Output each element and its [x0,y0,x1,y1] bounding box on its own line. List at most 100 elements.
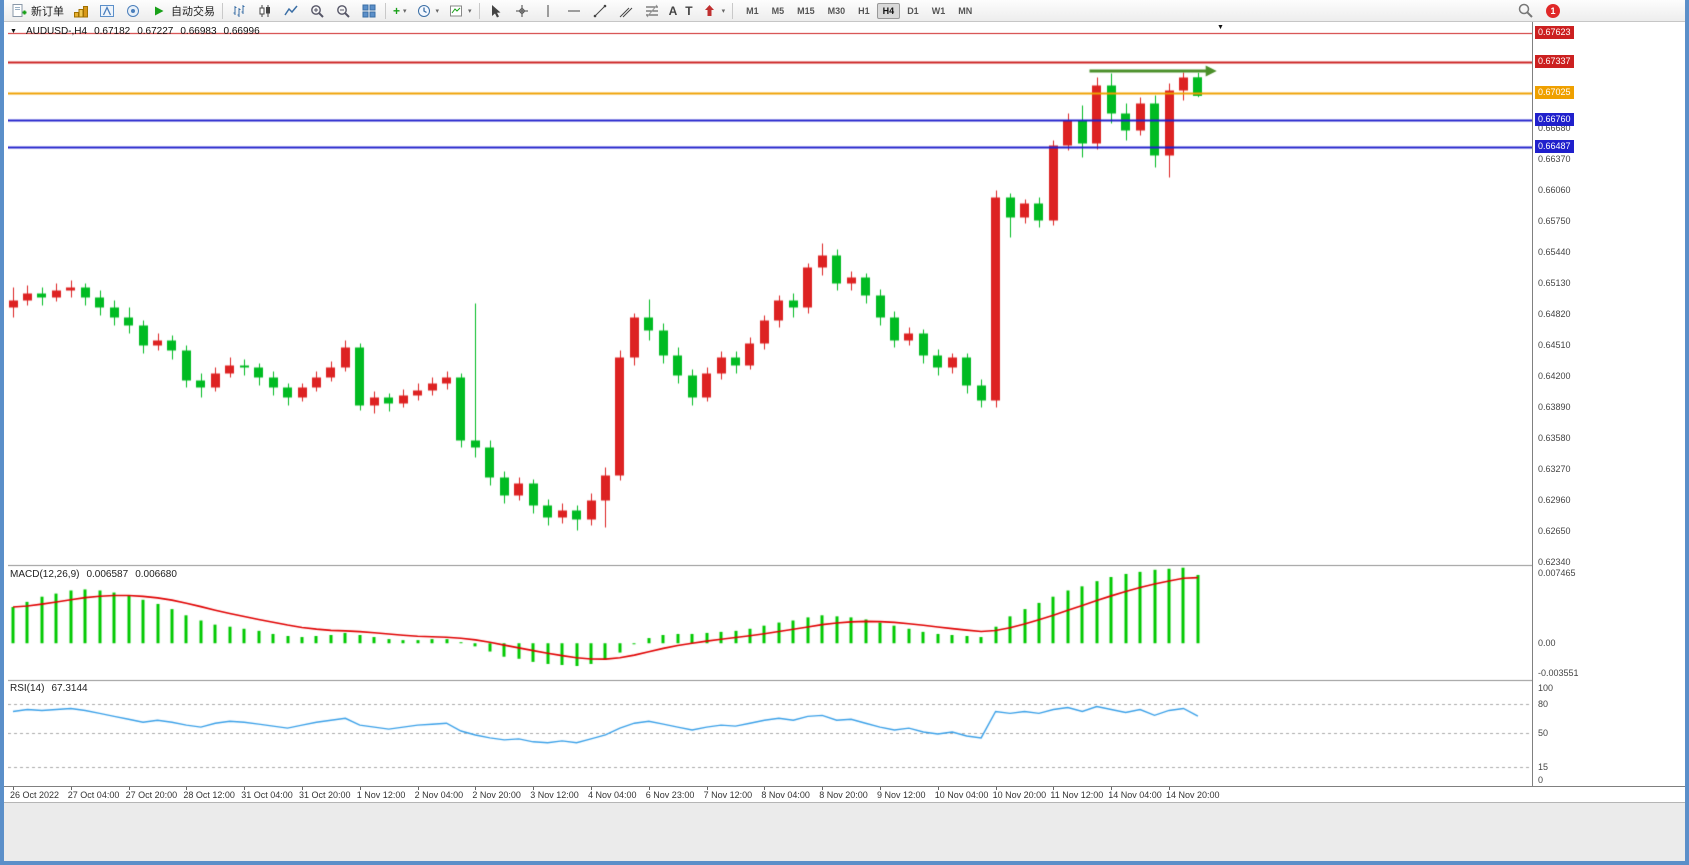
arrows-tool-button[interactable]: ▾ [697,0,730,21]
cursor-tool-button[interactable] [483,0,509,21]
periods-button[interactable]: ▾ [411,0,444,21]
timeframe-H1[interactable]: H1 [858,5,870,16]
price-chart-canvas[interactable] [8,22,1532,786]
price-line-badge: 0.67025 [1535,86,1574,99]
price-grid-label: 0.63270 [1538,463,1571,474]
price-grid-label: 0.64200 [1538,370,1571,381]
time-axis[interactable]: 26 Oct 2022 27 Oct 04:00 27 Oct 20:00 28 Oc… [4,786,1685,803]
timeframe-H4[interactable]: H4 [876,2,901,19]
timeframe-MN[interactable]: MN [958,5,973,16]
chart-window: ▼ AUDUSD-,H4 0.67182 0.67227 0.66983 0.6… [4,22,1685,803]
window-bottom-area [4,802,1685,861]
crosshair-icon [513,2,531,19]
data-window-button[interactable] [120,0,146,21]
navigator-button[interactable] [94,0,120,21]
timeframe-M1[interactable]: M1 [746,5,759,16]
channel-tool-button[interactable] [613,0,639,21]
macd-axis-label: 0.00 [1538,638,1556,649]
price-grid-label: 0.64820 [1538,308,1571,319]
rsi-indicator-label: RSI(14) 67.3144 [10,683,88,694]
notification-badge[interactable]: 1 [1546,3,1560,18]
navigator-icon [98,2,116,19]
toolbar-separator [478,2,480,19]
macd-axis-label: 0.007465 [1538,568,1576,578]
toolbar: 新订单 自动交易 [4,0,1685,22]
time-axis-tick [70,787,72,790]
vertical-line-tool-button[interactable] [535,0,561,21]
time-axis-label: 4 Nov 04:00 [588,790,637,800]
time-axis-tick [591,787,592,790]
price-grid-label: 0.63580 [1538,432,1571,443]
chevron-down-icon: ▾ [403,7,407,15]
timeframe-toolbar: M1 M5 M15 M30 H1 H4 D1 W1 MN [740,2,978,19]
templates-button[interactable]: ▾ [443,0,476,21]
toolbar-separator [732,2,734,19]
macd-indicator-label: MACD(12,26,9) 0.006587 0.006680 [10,569,177,580]
new-order-button[interactable]: 新订单 [6,0,68,21]
price-line-badge: 0.67337 [1535,54,1574,68]
chart-shift-marker[interactable]: ▼ [1217,24,1224,31]
price-grid-label: 0.65130 [1538,277,1571,288]
price-grid-label: 0.66370 [1538,153,1571,164]
new-order-icon [10,2,28,19]
time-axis-tick [128,787,130,790]
time-axis-tick [1053,787,1055,790]
candlestick-chart-button[interactable] [252,0,278,21]
indicators-button[interactable]: + ▾ [389,0,411,21]
autotrading-icon [150,2,168,19]
time-axis-label: 14 Nov 20:00 [1166,790,1220,800]
timeframe-M15[interactable]: M15 [797,5,815,16]
label-tool-button[interactable]: T [681,0,696,21]
timeframe-W1[interactable]: W1 [931,5,946,16]
time-axis-label: 2 Nov 20:00 [472,790,521,800]
timeframe-M5[interactable]: M5 [771,5,785,16]
line-chart-button[interactable] [278,0,304,21]
macd-main-value: 0.006587 [86,569,129,580]
fibonacci-tool-button[interactable] [639,0,665,21]
horizontal-line-tool-button[interactable] [561,0,587,21]
time-axis-label: 6 Nov 23:00 [645,790,695,800]
chevron-down-icon: ▾ [435,7,440,15]
market-watch-button[interactable] [68,0,94,21]
search-icon[interactable] [1516,2,1534,19]
rsi-name: RSI(14) [10,683,45,694]
cursor-icon [487,2,505,19]
trendline-tool-button[interactable] [587,0,613,21]
time-axis-label: 3 Nov 12:00 [530,790,579,800]
chevron-down-icon: ▾ [468,7,472,15]
time-axis-label: 10 Nov 20:00 [992,790,1047,800]
autotrading-button[interactable]: 自动交易 [146,0,219,21]
zoom-in-button[interactable] [304,0,330,21]
toolbar-separator [222,2,223,19]
macd-axis-label: -0.003551 [1538,668,1579,678]
crosshair-tool-button[interactable] [509,0,535,21]
time-axis-tick [1169,787,1170,790]
zoom-out-button[interactable] [330,0,356,21]
bar-chart-button[interactable] [226,0,252,21]
macd-signal-value: 0.006680 [135,569,177,580]
time-axis-label: 27 Oct 04:00 [67,790,120,800]
indicators-icon: + [393,3,401,18]
symbol-expand-icon[interactable]: ▼ [10,28,17,35]
time-axis-label: 26 Oct 2022 [10,790,60,800]
text-tool-button[interactable]: A [665,0,682,21]
arrows-icon [701,2,719,19]
price-grid-label: 0.65440 [1538,246,1571,257]
tile-windows-button[interactable] [356,0,382,21]
toolbar-separator [385,2,386,19]
time-axis-tick [302,787,303,790]
time-axis-tick [186,787,188,790]
time-axis-tick [359,787,361,790]
timeframe-M30[interactable]: M30 [827,5,846,16]
price-axis[interactable]: 0.66680 0.66370 0.66060 0.65750 0.65440 0.651… [1532,22,1685,786]
price-grid-label: 0.64510 [1538,339,1571,350]
time-axis-label: 1 Nov 12:00 [356,790,406,800]
macd-name: MACD(12,26,9) [10,569,80,580]
price-grid-label: 0.62650 [1538,525,1571,536]
time-axis-label: 31 Oct 04:00 [241,790,293,800]
vertical-line-icon [539,2,557,19]
time-axis-tick [937,787,939,790]
time-axis-label: 11 Nov 12:00 [1050,790,1104,800]
timeframe-D1[interactable]: D1 [907,5,919,16]
time-axis-tick [417,787,419,790]
